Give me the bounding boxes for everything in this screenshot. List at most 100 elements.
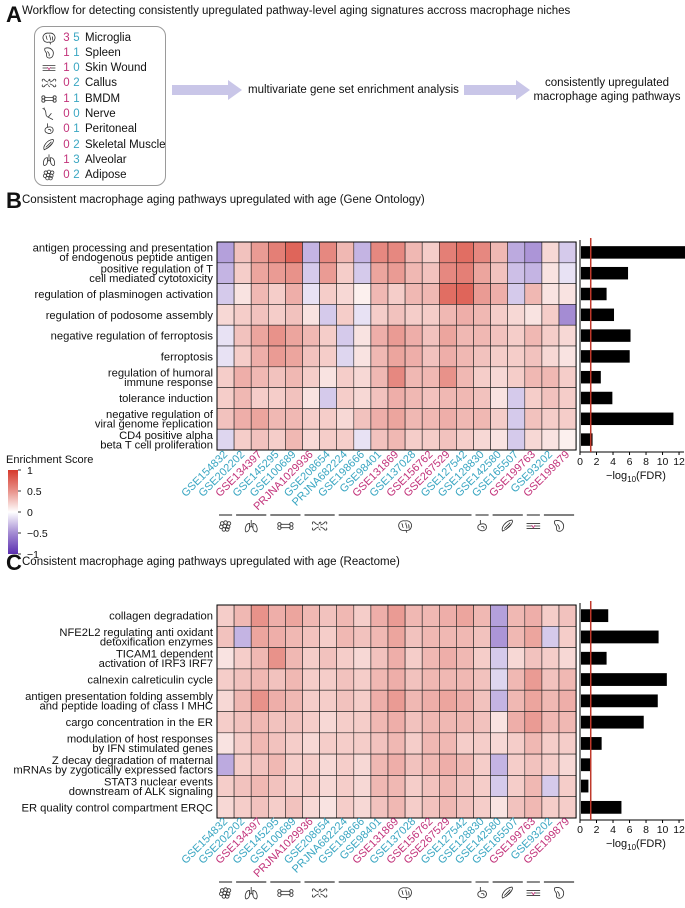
heatmap-cell [233,796,252,819]
heatmap-cell [490,689,509,712]
heatmap-cell [438,241,457,264]
heatmap-cell [336,262,355,284]
heatmap-cell [421,796,440,819]
bone-icon [41,95,57,103]
heatmap-cell [267,283,286,305]
heatmap-cell [370,408,389,430]
heatmap-cell [490,625,509,648]
heatmap-cell [267,796,286,819]
heatmap-cell [404,428,423,451]
panel-c-letter: C [6,550,22,575]
heatmap-cell [558,625,577,648]
skin-icon [42,65,56,71]
column-label: GSE131869 [350,816,401,867]
niche-label: Skin Wound [85,62,147,75]
column-label: GSE156762 [385,816,436,867]
column-label: GSE198666 [316,449,367,500]
heatmap-cell [233,324,252,347]
row-label: collagen degradation [109,611,213,623]
heatmap-cell [387,304,406,326]
heatmap-cell [421,689,440,712]
row-label-line: of endogenous peptide antigen [59,252,213,264]
muscle-icon [501,886,513,899]
heatmap-cell [336,775,355,798]
heatmap-cell [319,775,338,798]
bar-x-tick-label: 8 [643,824,649,836]
column-label: GSE145295 [231,449,282,500]
heatmap-cell [541,647,560,670]
fdr-bar [581,266,629,280]
heatmap-cell [473,732,491,755]
heatmap-cell [490,796,509,819]
heatmap-cell [541,324,560,347]
heatmap-cell [456,408,474,430]
heatmap-cell [285,262,303,284]
column-label: GSE134397 [214,449,265,500]
heatmap-cell [387,668,406,691]
row-label-line: regulation of humoral [108,367,213,379]
niche-count-a: 1 [63,46,70,59]
niche-row-bmdm: 1 1 BMDM [39,91,120,106]
column-label: PRJNA1029936 [251,449,315,513]
heatmap-cell [490,647,509,670]
heatmap-cell [250,753,269,776]
column-label: GSE156762 [385,449,436,500]
heatmap-cell [507,604,526,627]
row-label: STAT3 nuclear events downstream of ALK si… [69,776,214,798]
heatmap-cell [490,366,509,388]
column-label: GSE142580 [453,816,504,867]
heatmap-cell [456,689,474,712]
heatmap-cell [319,625,338,648]
heatmap-cell [456,366,474,388]
heatmap-cell [507,689,526,712]
niche-row-skeletal-muscle: 0 2 Skeletal Muscle [39,137,166,152]
row-label-line: CD4 positive alpha [119,430,214,442]
heatmap-cell [267,647,286,670]
column-label: GSE165507 [470,816,521,867]
heatmap-cell [302,689,320,712]
fdr-bar [581,609,609,623]
heatmap-cell [524,775,543,798]
heatmap-cell [353,428,372,451]
heatmap-cell [250,387,269,409]
heatmap-cell [524,647,543,670]
column-label: GSE145295 [231,816,282,867]
heatmap-cell [421,711,440,734]
heatmap-cell [404,796,423,819]
heatmap-cell [267,408,286,430]
heatmap-cell [438,775,457,798]
column-label: GSE199879 [521,816,572,867]
heatmap-cell [387,647,406,670]
heatmap-cell [438,711,457,734]
heatmap-cell [250,345,269,368]
heatmap-cell [490,753,509,776]
niche-label: Spleen [85,46,121,59]
row-label-line: tolerance induction [119,393,213,405]
row-label: antigen presentation folding assembly and… [25,691,213,713]
heatmap-cell [353,711,372,734]
heatmap-cell [302,753,320,776]
heatmap-cell [507,775,526,798]
heatmap-cell [233,711,252,734]
heatmap-cell [302,304,320,326]
row-label: antigen processing and presentation of en… [33,243,213,265]
heatmap-cell [267,753,286,776]
heatmap-cell [302,732,320,755]
heatmap-cell [267,345,286,368]
niche-row-spleen: 1 1 Spleen [39,45,121,60]
heatmap-cell [267,366,286,388]
row-label: negative regulation of ferroptosis [51,331,214,343]
heatmap-cell [456,345,474,368]
spleen-icon [39,46,59,59]
heatmap-cell [404,262,423,284]
niche-row-skin-wound: 1 0 Skin Wound [39,61,147,76]
heatmap-cell [456,387,474,409]
heatmap-cell [507,711,526,734]
bone-icon [39,92,59,105]
heatmap-cell [541,366,560,388]
heatmap-cell [250,775,269,798]
heatmap-cell [353,732,372,755]
niche-label: Adipose [85,169,127,182]
heatmap-cell [267,262,286,284]
heatmap-cell [507,796,526,819]
